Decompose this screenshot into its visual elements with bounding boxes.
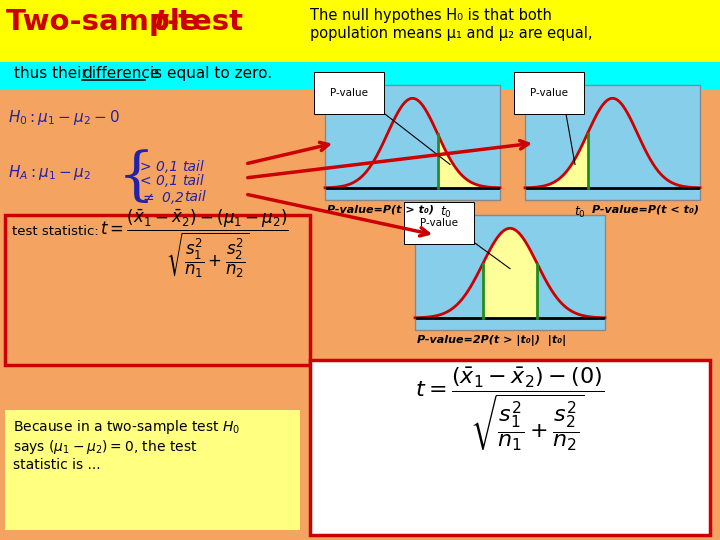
Text: $t=\dfrac{(\bar{x}_1-\bar{x}_2)-(0)}{\sqrt{\dfrac{s_1^2}{n_1}+\dfrac{s_2^2}{n_2}: $t=\dfrac{(\bar{x}_1-\bar{x}_2)-(0)}{\sq…: [415, 365, 605, 453]
Text: P-value=P(t > t₀): P-value=P(t > t₀): [327, 205, 434, 215]
Text: The null hypothes H₀ is that both: The null hypothes H₀ is that both: [310, 8, 552, 23]
Text: P-value=P(t < t₀): P-value=P(t < t₀): [593, 205, 700, 215]
Text: thus their: thus their: [14, 66, 93, 81]
Text: tail: tail: [182, 174, 204, 188]
Bar: [5, 410, 300, 530]
Bar: [0, 62, 720, 90]
Bar: [325, 85, 500, 200]
Text: -test: -test: [166, 8, 243, 36]
Text: tail: tail: [182, 160, 204, 174]
Text: $t_0$: $t_0$: [439, 205, 451, 220]
Text: {: {: [118, 150, 155, 206]
Text: is equal to zero.: is equal to zero.: [145, 66, 272, 81]
Bar: [0, 0, 720, 62]
Text: says $(\mu_1 - \mu_2) = 0$, the test: says $(\mu_1 - \mu_2) = 0$, the test: [13, 438, 197, 456]
Text: P-value=2P(t > |t₀|)  |t₀|: P-value=2P(t > |t₀|) |t₀|: [417, 335, 566, 346]
Text: $\neq$ 0,2: $\neq$ 0,2: [140, 190, 186, 206]
Polygon shape: [525, 134, 588, 188]
Text: difference: difference: [82, 66, 159, 81]
Text: $t=\dfrac{(\bar{x}_1-\bar{x}_2)-(\mu_1-\mu_2)}{\sqrt{\dfrac{s_1^2}{n_1}+\dfrac{s: $t=\dfrac{(\bar{x}_1-\bar{x}_2)-(\mu_1-\…: [100, 207, 289, 280]
Text: test statistic:: test statistic:: [12, 225, 103, 238]
Text: < 0,1: < 0,1: [140, 174, 182, 188]
Text: $H_0:\mu_1-\mu_2-0$: $H_0:\mu_1-\mu_2-0$: [8, 108, 120, 127]
FancyBboxPatch shape: [310, 360, 710, 535]
Text: statistic is ...: statistic is ...: [13, 458, 101, 472]
Text: P-value: P-value: [330, 88, 368, 98]
Text: P-value: P-value: [530, 88, 568, 98]
Text: Two-sample: Two-sample: [6, 8, 210, 36]
Text: tail: tail: [184, 190, 206, 204]
Text: $t_0$: $t_0$: [574, 205, 585, 220]
FancyBboxPatch shape: [5, 215, 310, 365]
Text: t: t: [154, 8, 168, 36]
Bar: [415, 215, 605, 330]
Polygon shape: [438, 134, 500, 188]
Bar: [525, 85, 700, 200]
Text: Because in a two-sample test $H_0$: Because in a two-sample test $H_0$: [13, 418, 240, 436]
Text: P-value: P-value: [420, 218, 458, 228]
Text: > 0,1: > 0,1: [140, 160, 182, 174]
Polygon shape: [483, 228, 537, 318]
Text: population means μ₁ and μ₂ are equal,: population means μ₁ and μ₂ are equal,: [310, 26, 593, 41]
Text: $H_A:\mu_1-\mu_2$: $H_A:\mu_1-\mu_2$: [8, 163, 91, 182]
